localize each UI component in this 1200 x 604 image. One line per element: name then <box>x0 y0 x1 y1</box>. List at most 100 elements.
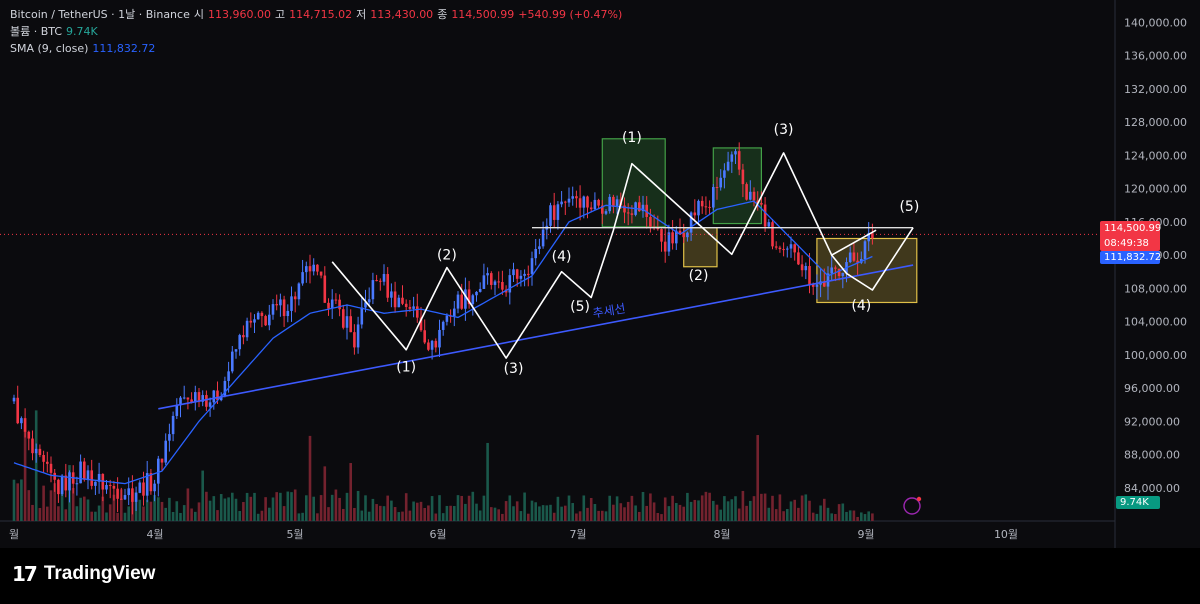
candle-body <box>16 397 19 424</box>
candle-body <box>212 390 216 403</box>
candle-body <box>60 475 64 495</box>
volume-bar <box>793 499 796 521</box>
candle-body <box>386 274 389 298</box>
volume-bar <box>408 510 412 521</box>
volume-bar <box>334 489 338 521</box>
volume-bar <box>382 506 386 521</box>
volume-bar <box>693 499 697 521</box>
elliott-wave-lines <box>331 152 914 359</box>
candle-body <box>867 233 870 242</box>
volume-bar <box>453 506 456 521</box>
volume-bar <box>194 511 197 521</box>
candle-body <box>774 246 778 248</box>
wave-label: (2) <box>437 247 457 263</box>
wave-labels: (2) (1) (3) (4) (5) (1) (2) (3) (4) (5) <box>396 122 919 377</box>
volume-bar <box>723 496 726 521</box>
volume-bar <box>626 501 630 521</box>
y-tick-label: 124,000.00 <box>1124 149 1187 162</box>
candle-body <box>264 316 267 326</box>
candle-body <box>834 267 837 269</box>
volume-bar <box>686 492 689 521</box>
candle-body <box>120 498 123 500</box>
volume-bar <box>375 504 378 521</box>
candle-body <box>723 170 726 178</box>
candle-body <box>334 299 338 301</box>
y-tick-label: 136,000.00 <box>1124 50 1187 63</box>
candle-body <box>297 283 301 300</box>
volume-bar <box>97 505 101 521</box>
volume-bar <box>264 497 267 521</box>
candle-body <box>475 291 478 296</box>
candle-body <box>427 342 430 350</box>
high-value: 114,715.02 <box>289 8 353 21</box>
candle-body <box>364 302 367 308</box>
price-chart[interactable]: 84,000.00 88,000.00 92,000.00 96,000.00 100,… <box>0 0 1200 548</box>
candle-body <box>97 473 101 482</box>
volume-bar <box>445 505 449 521</box>
wave-label: (1) <box>396 359 416 375</box>
volume-bar <box>538 506 541 521</box>
candle-body <box>168 434 171 441</box>
volume-bar <box>268 507 271 521</box>
volume-bar <box>823 498 826 521</box>
candle-body <box>157 458 160 484</box>
y-tick-label: 96,000.00 <box>1124 382 1180 395</box>
candle-body <box>201 395 204 402</box>
volume-bar <box>745 505 748 521</box>
close-value: 114,500.99 <box>451 8 515 21</box>
candle-body <box>560 201 563 205</box>
candle-body <box>308 266 312 272</box>
volume-bar <box>497 509 500 521</box>
symbol-title[interactable]: Bitcoin / TetherUS · 1날 · Binance <box>10 8 190 21</box>
volume-bar <box>749 500 752 521</box>
candle-body <box>508 275 512 293</box>
candle-body <box>316 264 319 272</box>
volume-bar <box>427 505 430 521</box>
candle-body <box>108 484 112 486</box>
candle-body <box>715 187 719 189</box>
sma-row[interactable]: SMA (9, close) 111,832.72 <box>10 40 622 57</box>
tradingview-logo[interactable]: 17 TradingView <box>12 562 155 586</box>
open-value: 113,960.00 <box>207 8 271 21</box>
volume-bar <box>527 513 530 521</box>
candle-body <box>83 461 86 480</box>
volume-bar <box>234 498 238 521</box>
candle-body <box>693 212 697 216</box>
candle-body <box>519 275 523 279</box>
alert-icon <box>903 497 921 515</box>
volume-bar <box>490 507 493 521</box>
volume-bar <box>253 492 256 521</box>
volume-bar <box>305 495 308 521</box>
volume-bar <box>871 513 874 521</box>
candle-body <box>27 431 31 439</box>
volume-bar <box>349 463 352 521</box>
volume-bar <box>42 485 45 521</box>
volume-bar <box>556 496 560 521</box>
volume-label: 볼륨 · BTC <box>10 25 63 38</box>
y-tick-label: 88,000.00 <box>1124 449 1180 462</box>
volume-bar <box>567 495 571 521</box>
candle-body <box>852 252 856 261</box>
volume-bar <box>90 511 93 521</box>
candle-body <box>116 488 119 499</box>
volume-bar <box>774 509 778 521</box>
volume-bar <box>227 497 230 521</box>
volume-bar <box>719 509 722 521</box>
volume-bar <box>541 505 545 521</box>
volume-row[interactable]: 볼륨 · BTC 9.74K <box>10 23 622 40</box>
candle-body <box>31 438 34 454</box>
volume-bar <box>704 491 708 521</box>
candle-body <box>863 241 867 260</box>
candle-body <box>745 184 748 200</box>
candle-body <box>800 264 804 271</box>
volume-bar <box>282 506 286 521</box>
volume-bar <box>800 495 804 521</box>
candle-body <box>12 397 16 402</box>
volume-bar <box>219 494 223 521</box>
candle-body <box>601 205 604 214</box>
candle-body <box>749 191 752 200</box>
candle-body <box>227 371 230 381</box>
candle-body <box>608 196 611 212</box>
volume-bar <box>712 500 715 521</box>
volume-bar <box>678 504 682 521</box>
